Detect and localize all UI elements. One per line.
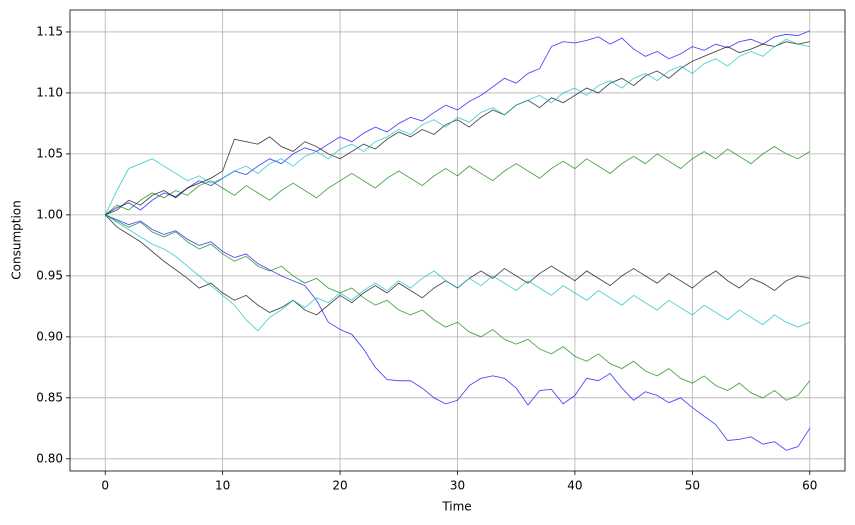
x-tick-label: 30 — [450, 479, 465, 493]
y-tick-label: 0.85 — [36, 390, 63, 404]
series-line — [105, 214, 811, 451]
x-tick-label: 10 — [215, 479, 230, 493]
x-axis-label: Time — [441, 500, 471, 514]
x-tick-label: 50 — [685, 479, 700, 493]
y-tick-label: 1.05 — [36, 146, 63, 160]
y-tick-label: 0.80 — [36, 451, 63, 465]
series-line — [104, 214, 810, 332]
y-tick-label: 0.90 — [36, 329, 63, 343]
x-tick-label: 0 — [101, 479, 109, 493]
y-tick-label: 1.10 — [36, 85, 63, 99]
y-axis-label: Consumption — [10, 200, 24, 279]
y-tick-label: 1.00 — [36, 207, 63, 221]
y-tick-label: 1.15 — [36, 24, 63, 38]
x-tick-label: 60 — [802, 479, 817, 493]
series-line — [104, 146, 811, 216]
plot-frame — [69, 9, 846, 472]
series-line — [105, 41, 810, 216]
x-tick-label: 40 — [567, 479, 582, 493]
y-tick-label: 0.95 — [36, 268, 63, 282]
x-tick-label: 20 — [332, 479, 347, 493]
series-line — [105, 214, 811, 401]
series-line — [104, 38, 810, 216]
